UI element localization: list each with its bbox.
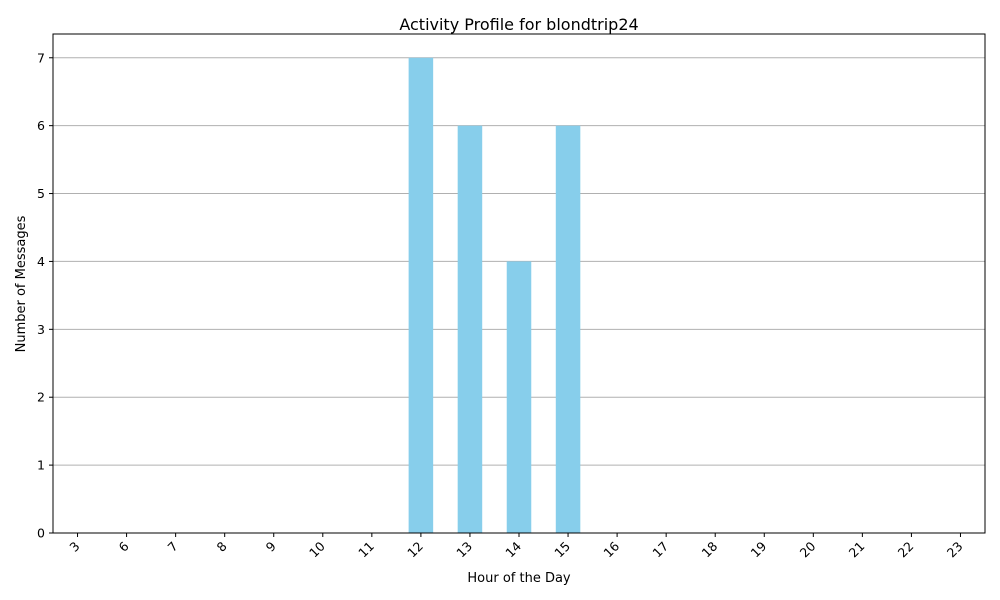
x-tick-label: 11 bbox=[355, 539, 377, 561]
y-tick-label: 1 bbox=[37, 458, 45, 473]
x-tick-label: 14 bbox=[502, 538, 524, 560]
x-tick-label: 6 bbox=[115, 538, 131, 554]
bar-hour-13 bbox=[457, 125, 483, 533]
x-tick-label: 19 bbox=[748, 538, 770, 560]
y-tick-label: 7 bbox=[37, 50, 45, 65]
y-tick-label: 0 bbox=[37, 526, 45, 541]
x-tick-label: 20 bbox=[797, 538, 819, 560]
x-axis-label: Hour of the Day bbox=[467, 571, 571, 586]
y-axis-label: Number of Messages bbox=[14, 215, 29, 352]
x-tick-label: 17 bbox=[649, 539, 671, 561]
y-tick-label: 6 bbox=[37, 118, 45, 133]
y-tick-label: 5 bbox=[37, 186, 45, 201]
chart-title: Activity Profile for blondtrip24 bbox=[399, 15, 638, 34]
y-axis-ticks: 0 1 2 3 4 5 6 7 bbox=[37, 50, 53, 541]
x-tick-label: 22 bbox=[895, 539, 917, 561]
bar-hour-15 bbox=[555, 125, 581, 533]
y-tick-label: 3 bbox=[37, 322, 45, 337]
x-tick-label: 16 bbox=[600, 538, 622, 560]
bars bbox=[408, 57, 581, 534]
x-tick-label: 13 bbox=[453, 539, 475, 561]
x-tick-label: 9 bbox=[263, 538, 279, 554]
x-tick-label: 23 bbox=[944, 539, 966, 561]
bar-hour-14 bbox=[506, 261, 532, 533]
bar-hour-12 bbox=[408, 57, 434, 534]
x-tick-label: 10 bbox=[306, 538, 328, 560]
x-tick-label: 7 bbox=[165, 539, 181, 555]
x-tick-label: 18 bbox=[698, 538, 720, 560]
x-tick-label: 8 bbox=[214, 538, 230, 554]
y-tick-label: 4 bbox=[37, 254, 45, 269]
x-tick-label: 15 bbox=[551, 539, 573, 561]
x-tick-label: 3 bbox=[66, 539, 82, 555]
x-axis-ticks: 3 6 7 8 9 10 11 12 13 14 15 16 17 18 19 20 21 22 23 bbox=[66, 533, 966, 561]
x-tick-label: 21 bbox=[846, 539, 868, 561]
x-tick-label: 12 bbox=[404, 539, 426, 561]
y-tick-label: 2 bbox=[37, 390, 45, 405]
